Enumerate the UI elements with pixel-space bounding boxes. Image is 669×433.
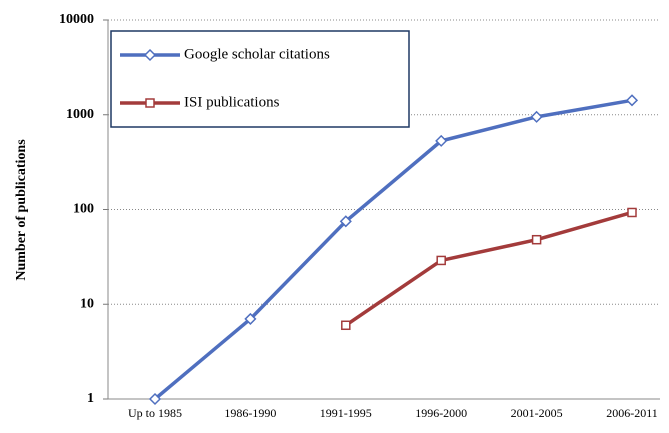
marker xyxy=(148,392,162,406)
marker xyxy=(625,94,639,107)
legend-label: ISI publications xyxy=(184,94,280,110)
marker xyxy=(531,234,542,245)
series-line xyxy=(344,210,633,327)
x-tick-label: Up to 1985 xyxy=(128,406,182,420)
y-tick-label: 1 xyxy=(87,391,94,406)
x-tick-label: 2001-2005 xyxy=(511,406,563,420)
y-tick-label: 1000 xyxy=(66,107,94,122)
x-tick-label: 1986-1990 xyxy=(224,406,276,420)
marker xyxy=(339,215,352,228)
y-tick-label: 10 xyxy=(80,296,94,311)
marker xyxy=(143,48,157,62)
series-line xyxy=(153,98,633,401)
legend-label: Google scholar citations xyxy=(184,46,330,62)
x-tick-label: 1991-1995 xyxy=(320,406,372,420)
x-tick-label: 2006-2011 xyxy=(606,406,658,420)
legend: Google scholar citations ISI publications xyxy=(110,30,410,128)
marker xyxy=(145,98,155,108)
legend-box xyxy=(110,30,410,128)
y-tick-label: 10000 xyxy=(59,12,94,27)
y-axis-label: Number of publications xyxy=(14,139,29,281)
marker xyxy=(341,320,351,331)
marker xyxy=(436,255,446,266)
marker xyxy=(627,207,637,218)
x-tick-label: 1996-2000 xyxy=(415,406,467,420)
marker xyxy=(530,110,543,123)
y-tick-label: 100 xyxy=(73,202,94,217)
marker xyxy=(435,134,448,147)
marker xyxy=(244,312,257,325)
